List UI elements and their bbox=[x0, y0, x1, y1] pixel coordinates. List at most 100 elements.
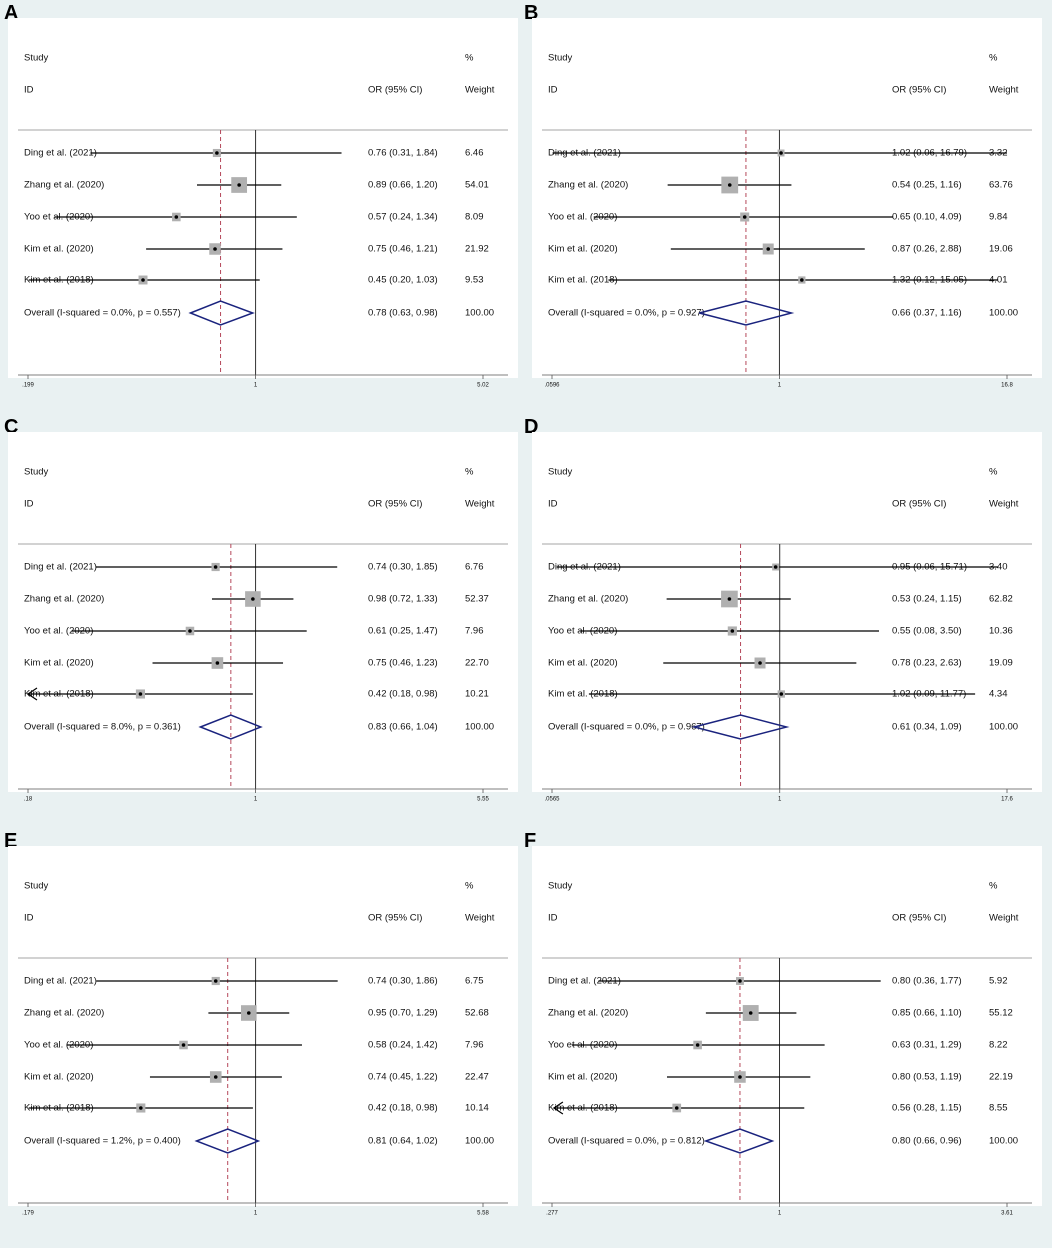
study-point bbox=[695, 1043, 700, 1047]
study-or-text: 0.95 (0.70, 1.29) bbox=[368, 1008, 438, 1019]
study-point bbox=[141, 278, 145, 282]
x-tick-label: 17.6 bbox=[1001, 797, 1013, 803]
study-weight: 55.12 bbox=[989, 1008, 1013, 1019]
header-id: ID bbox=[548, 499, 558, 510]
study-point bbox=[779, 151, 783, 155]
overall-weight: 100.00 bbox=[465, 1136, 494, 1147]
study-weight: 10.14 bbox=[465, 1103, 489, 1114]
study-point bbox=[738, 1075, 742, 1079]
header-pct: % bbox=[989, 881, 998, 892]
study-point bbox=[215, 151, 219, 155]
header-study: Study bbox=[24, 881, 49, 892]
header-or: OR (95% CI) bbox=[368, 85, 422, 96]
x-tick-label: 1 bbox=[778, 797, 782, 803]
study-weight: 63.76 bbox=[989, 180, 1013, 191]
study-label: Yoo et al. (2020) bbox=[24, 626, 93, 637]
forest-plot-e: Study ID OR (95% CI)% Weight Ding et al. (20… bbox=[8, 846, 518, 1217]
study-label: Ding et al. (2021) bbox=[24, 976, 97, 987]
overall-or-text: 0.78 (0.63, 0.98) bbox=[368, 308, 438, 319]
study-point bbox=[779, 692, 784, 696]
study-or-text: 0.56 (0.28, 1.15) bbox=[892, 1103, 962, 1114]
study-weight: 8.22 bbox=[989, 1040, 1008, 1051]
study-or-text: 0.63 (0.31, 1.29) bbox=[892, 1040, 962, 1051]
plot-background bbox=[8, 18, 518, 378]
overall-label: Overall (I-squared = 1.2%, p = 0.400) bbox=[24, 1136, 181, 1147]
study-weight: 21.92 bbox=[465, 244, 489, 255]
overall-weight: 100.00 bbox=[989, 722, 1018, 733]
x-tick-label: 1 bbox=[254, 1211, 258, 1217]
header-study: Study bbox=[548, 53, 573, 64]
study-point bbox=[727, 183, 732, 187]
study-or-text: 0.57 (0.24, 1.34) bbox=[368, 212, 438, 223]
plot-background bbox=[532, 846, 1042, 1206]
study-label: Kim et al. (2020) bbox=[24, 1072, 94, 1083]
x-tick-label: .0565 bbox=[544, 797, 560, 803]
study-label: Kim et al. (2018) bbox=[548, 689, 618, 700]
study-or-text: 0.54 (0.25, 1.16) bbox=[892, 180, 962, 191]
header-study: Study bbox=[548, 881, 573, 892]
study-weight: 5.92 bbox=[989, 976, 1008, 987]
study-weight: 4.34 bbox=[989, 689, 1008, 700]
study-or-text: 0.75 (0.46, 1.21) bbox=[368, 244, 438, 255]
study-or-text: 0.76 (0.31, 1.84) bbox=[368, 148, 438, 159]
header-pct: % bbox=[465, 53, 474, 64]
header-or: OR (95% CI) bbox=[892, 85, 946, 96]
study-point bbox=[758, 661, 762, 665]
plot-background bbox=[8, 846, 518, 1206]
study-point bbox=[674, 1106, 679, 1110]
x-tick-label: .0596 bbox=[544, 383, 560, 389]
overall-diamond bbox=[194, 1128, 261, 1154]
study-weight: 52.37 bbox=[465, 594, 489, 605]
header-or: OR (95% CI) bbox=[368, 913, 422, 924]
header-study: Study bbox=[548, 467, 573, 478]
x-tick-label: .277 bbox=[546, 1211, 558, 1217]
study-or-text: 0.42 (0.18, 0.98) bbox=[368, 689, 438, 700]
study-label: Zhang et al. (2020) bbox=[24, 1008, 104, 1019]
study-weight: 10.36 bbox=[989, 626, 1013, 637]
study-label: Kim et al. (2020) bbox=[548, 1072, 618, 1083]
overall-diamond bbox=[691, 714, 790, 740]
study-or-text: 0.85 (0.66, 1.10) bbox=[892, 1008, 962, 1019]
study-weight: 22.19 bbox=[989, 1072, 1013, 1083]
x-tick-label: 5.02 bbox=[477, 383, 489, 389]
x-tick-label: 1 bbox=[778, 383, 782, 389]
header-weight: Weight bbox=[465, 85, 495, 96]
overall-weight: 100.00 bbox=[465, 308, 494, 319]
study-point bbox=[748, 1011, 753, 1015]
study-label: Zhang et al. (2020) bbox=[24, 180, 104, 191]
study-or-text: 0.58 (0.24, 1.42) bbox=[368, 1040, 438, 1051]
study-point bbox=[215, 661, 220, 665]
study-point bbox=[213, 247, 217, 251]
study-or-text: 0.75 (0.46, 1.23) bbox=[368, 658, 438, 669]
study-label: Kim et al. (2020) bbox=[548, 658, 618, 669]
study-point bbox=[246, 1011, 251, 1015]
study-or-text: 0.87 (0.26, 2.88) bbox=[892, 244, 962, 255]
study-weight: 6.75 bbox=[465, 976, 484, 987]
study-point bbox=[773, 565, 778, 569]
study-label: Ding et al. (2021) bbox=[24, 562, 97, 573]
study-or-text: 0.98 (0.72, 1.33) bbox=[368, 594, 438, 605]
study-or-text: 0.74 (0.30, 1.86) bbox=[368, 976, 438, 987]
header-id: ID bbox=[24, 499, 34, 510]
header-study: Study bbox=[24, 467, 49, 478]
header-weight: Weight bbox=[989, 85, 1019, 96]
header-or: OR (95% CI) bbox=[892, 913, 946, 924]
study-weight: 7.96 bbox=[465, 1040, 484, 1051]
x-tick-label: .18 bbox=[24, 797, 33, 803]
x-tick-label: 1 bbox=[254, 383, 258, 389]
study-label: Ding et al. (2021) bbox=[548, 976, 621, 987]
x-tick-label: .179 bbox=[22, 1211, 34, 1217]
header-or: OR (95% CI) bbox=[368, 499, 422, 510]
study-point bbox=[742, 215, 747, 219]
study-label: Zhang et al. (2020) bbox=[548, 594, 628, 605]
header-id: ID bbox=[24, 85, 34, 96]
study-label: Yoo et al. (2020) bbox=[24, 1040, 93, 1051]
study-weight: 6.76 bbox=[465, 562, 484, 573]
study-weight: 6.46 bbox=[465, 148, 484, 159]
overall-label: Overall (I-squared = 0.0%, p = 0.967) bbox=[548, 722, 705, 733]
header-id: ID bbox=[548, 913, 558, 924]
study-point bbox=[766, 247, 771, 251]
overall-or-text: 0.83 (0.66, 1.04) bbox=[368, 722, 438, 733]
